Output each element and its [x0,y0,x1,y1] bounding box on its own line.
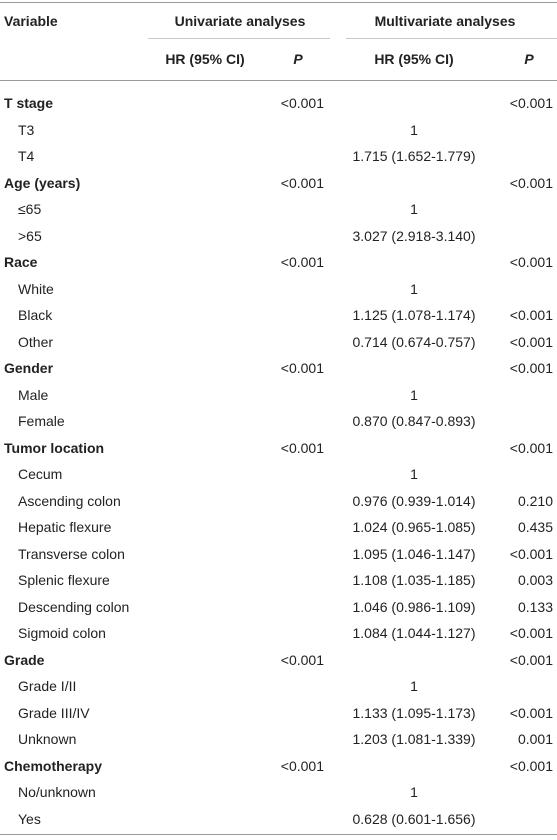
multi-hr-cell: 1.715 (1.652-1.779) [352,148,476,164]
row-label: Male [18,386,49,403]
multi-hr-cell: 1.125 (1.078-1.174) [352,307,476,323]
group-label: Race [4,254,38,270]
uni-p-cell: <0.001 [280,439,324,456]
multi-p-cell: <0.001 [509,95,553,111]
multi-hr-cell: 1 [410,386,418,403]
multi-hr-cell: 1 [410,280,418,297]
row-label: Other [18,333,54,350]
group-label: T stage [4,95,54,111]
row-label: White [18,280,54,297]
multi-hr-cell: 1.095 (1.046-1.147) [352,545,476,562]
header-multi-p: P [524,51,534,67]
multi-p-cell: 0.210 [517,492,553,509]
header-bottom-rule [0,80,557,81]
multi-p-cell: 0.435 [517,519,553,535]
multi-p-cell: <0.001 [509,757,553,774]
multi-p-cell: <0.001 [509,439,553,456]
row-label: Grade III/IV [18,704,90,721]
multi-hr-cell: 1.084 (1.044-1.127) [352,625,476,641]
table-bottom-rule [0,834,557,835]
multi-hr-cell: 1 [410,201,418,217]
uni-p-cell: <0.001 [280,174,324,191]
multi-p-cell: <0.001 [509,625,553,641]
row-label: Hepatic flexure [18,519,112,535]
multi-hr-cell: 0.870 (0.847-0.893) [352,413,476,429]
group-label: Chemotherapy [4,757,103,774]
multi-hr-cell: 1.046 (0.986-1.109) [352,598,476,615]
multi-hr-cell: 1 [410,784,418,800]
multi-hr-cell: 1.108 (1.035-1.185) [352,572,476,588]
multi-p-cell: <0.001 [509,360,553,376]
row-label: Unknown [18,731,77,747]
row-label: Descending colon [18,598,130,615]
row-label: T4 [18,148,35,164]
row-label: Splenic flexure [18,572,110,588]
multi-hr-cell: 1 [410,678,418,694]
row-label: T3 [18,121,35,138]
univariate-span-rule [148,38,330,39]
multi-hr-cell: 1 [410,121,418,138]
uni-p-cell: <0.001 [280,757,324,774]
multi-p-cell: <0.001 [509,545,553,562]
table-top-rule [0,2,557,3]
multi-hr-cell: 1.024 (0.965-1.085) [352,519,476,535]
multi-p-cell: <0.001 [509,651,553,668]
multi-p-cell: 0.133 [517,598,553,615]
row-label: ≤65 [18,201,42,217]
uni-p-cell: <0.001 [280,651,324,668]
multi-hr-cell: 1 [410,466,418,482]
header-uni-p: P [293,51,303,67]
row-label: Transverse colon [18,545,125,562]
header-variable: Variable [4,13,58,29]
multivariate-span-rule [346,38,557,39]
row-label: Ascending colon [18,492,121,509]
row-label: Cecum [18,466,63,482]
row-label: Grade I/II [18,678,77,694]
header-multi-hr: HR (95% CI) [374,51,454,67]
multi-p-cell: <0.001 [509,174,553,191]
uni-p-cell: <0.001 [280,360,324,376]
multi-p-cell: <0.001 [509,307,553,323]
row-label: Yes [18,810,41,827]
multi-hr-cell: 0.976 (0.939-1.014) [352,492,476,509]
multi-hr-cell: 0.628 (0.601-1.656) [352,810,476,827]
multi-p-cell: <0.001 [509,704,553,721]
header-univariate: Univariate analyses [174,13,306,29]
multi-hr-cell: 1.133 (1.095-1.173) [352,704,476,721]
header-multivariate: Multivariate analyses [374,13,516,29]
uni-p-cell: <0.001 [280,95,324,111]
multi-p-cell: <0.001 [509,254,553,270]
group-label: Grade [4,651,45,668]
group-label: Tumor location [4,439,105,456]
row-label: Sigmoid colon [18,625,106,641]
multi-p-cell: <0.001 [509,333,553,350]
row-label: Female [18,413,65,429]
multi-hr-cell: 3.027 (2.918-3.140) [352,227,476,244]
multi-p-cell: 0.003 [517,572,553,588]
row-label: No/unknown [18,784,96,800]
multi-hr-cell: 0.714 (0.674-0.757) [352,333,476,350]
group-label: Age (years) [4,174,81,191]
header-uni-hr: HR (95% CI) [165,51,245,67]
row-label: Black [18,307,53,323]
uni-p-cell: <0.001 [280,254,324,270]
group-label: Gender [4,360,54,376]
row-label: >65 [18,227,42,244]
multi-hr-cell: 1.203 (1.081-1.339) [352,731,476,747]
multi-p-cell: 0.001 [517,731,553,747]
